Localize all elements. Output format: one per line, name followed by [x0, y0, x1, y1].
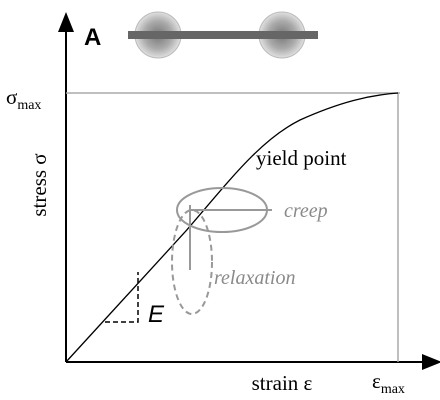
relaxation-label: relaxation	[214, 267, 295, 289]
yield-label: yield point	[256, 146, 347, 170]
x-max-label: εmax	[372, 369, 405, 397]
panel-label: A	[84, 24, 101, 51]
y-axis-label: stress σ	[27, 153, 51, 216]
subscript: max	[17, 98, 41, 113]
creep-label: creep	[284, 200, 328, 222]
x-axis-label: strain ε	[252, 371, 313, 395]
stress-strain-diagram: A E creep relaxation yield point σmax st…	[0, 0, 440, 400]
subscript: max	[381, 382, 405, 397]
molecule-bond	[128, 31, 318, 39]
modulus-label: E	[148, 301, 165, 328]
symbol: ε	[372, 369, 381, 393]
y-max-label: σmax	[6, 85, 41, 113]
symbol: σ	[6, 85, 17, 109]
